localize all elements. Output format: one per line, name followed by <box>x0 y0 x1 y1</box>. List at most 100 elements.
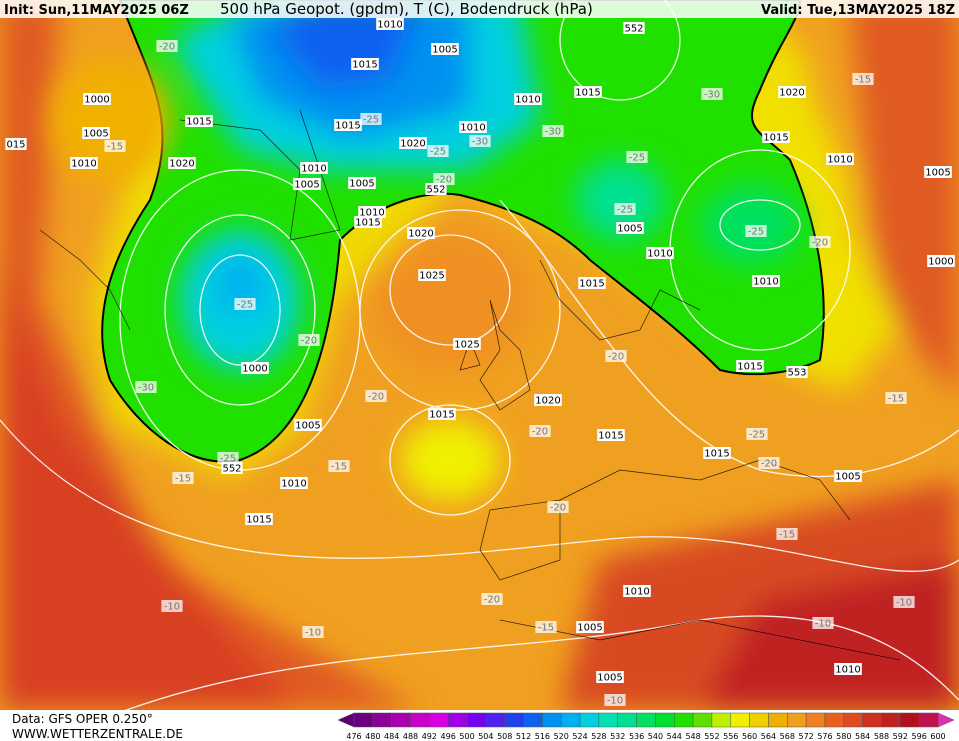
label-box <box>893 596 915 608</box>
label-box <box>623 585 651 597</box>
label-box <box>70 157 98 169</box>
label-box <box>762 131 790 143</box>
colorbar: 476 480 484 488 492 496 500 504 508 512 516 520 524 5… <box>337 712 955 741</box>
label-box <box>834 470 862 482</box>
temperature-label: -25 <box>220 454 236 465</box>
pressure-label: 1000 <box>84 95 109 106</box>
pressure-label: 1025 <box>419 271 444 282</box>
label-box <box>241 362 269 374</box>
colorbar-tick-label: 520 <box>554 732 569 741</box>
label-box <box>351 58 379 70</box>
label-box <box>547 501 569 513</box>
colorbar-segment <box>843 712 863 728</box>
label-box <box>574 86 602 98</box>
temperature-label: -30 <box>704 90 720 101</box>
pressure-label: 1015 <box>575 88 600 99</box>
colorbar-tick-label: 556 <box>723 732 738 741</box>
label-box <box>852 73 874 85</box>
label-box <box>605 350 627 362</box>
label-box <box>300 162 328 174</box>
pressure-label: 1015 <box>335 121 360 132</box>
colorbar-tick-label: 492 <box>422 732 437 741</box>
colorbar-segment <box>485 712 505 728</box>
colorbar-tick-label: 500 <box>459 732 474 741</box>
colorbar-tick-label: 584 <box>855 732 870 741</box>
label-box <box>328 460 350 472</box>
temperature-label: -25 <box>748 227 764 238</box>
pressure-label: 1005 <box>295 421 320 432</box>
pressure-label: 1005 <box>349 179 374 190</box>
temperature-label: -30 <box>545 127 561 138</box>
label-box <box>217 452 239 464</box>
colorbar-segment <box>466 712 487 728</box>
header-band <box>0 0 959 18</box>
pressure-label: 1010 <box>359 208 384 219</box>
label-box <box>82 127 110 139</box>
label-box <box>245 513 273 525</box>
colorbar-segment <box>900 712 920 728</box>
label-box <box>459 121 487 133</box>
label-box <box>83 93 111 105</box>
temperature-label: -20 <box>301 336 317 347</box>
colorbar-segment <box>598 712 618 728</box>
temperature-label: -15 <box>779 530 795 541</box>
label-box <box>746 428 768 440</box>
label-box <box>431 43 459 55</box>
colorbar-segment <box>918 712 939 728</box>
pressure-label: 552 <box>426 185 445 196</box>
pressure-label: 1010 <box>753 277 778 288</box>
label-box <box>514 93 542 105</box>
label-box <box>927 255 955 267</box>
colorbar-tick-label: 524 <box>572 732 587 741</box>
label-box <box>745 225 767 237</box>
colorbar-tick-label: 504 <box>478 732 493 741</box>
temperature-label: -25 <box>237 300 253 311</box>
colorbar-tick-label: 560 <box>742 732 757 741</box>
colorbar-tick-label: 552 <box>704 732 719 741</box>
label-box <box>399 137 427 149</box>
colorbar-tick-label: 484 <box>384 732 399 741</box>
colorbar-tick-label: 572 <box>798 732 813 741</box>
pressure-label: 1005 <box>577 623 602 634</box>
pressure-label: 1015 <box>704 449 729 460</box>
label-box <box>578 277 606 289</box>
colorbar-segment <box>617 712 637 728</box>
label-box <box>365 390 387 402</box>
colorbar-segment <box>674 712 694 728</box>
pressure-label: 1015 <box>579 279 604 290</box>
colorbar-segment <box>655 712 675 728</box>
pressure-label: 552 <box>222 464 241 475</box>
label-box <box>758 457 780 469</box>
pressure-label: 1010 <box>515 95 540 106</box>
pressure-label: 1015 <box>598 431 623 442</box>
label-box <box>826 153 854 165</box>
label-box <box>604 694 626 706</box>
label-box <box>294 419 322 431</box>
temperature-label: -10 <box>164 602 180 613</box>
pressure-label: 1010 <box>624 587 649 598</box>
temperature-label: -20 <box>159 42 175 53</box>
pressure-label: 552 <box>624 24 643 35</box>
colorbar-tick-label: 528 <box>591 732 606 741</box>
temperature-label: -20 <box>436 175 452 186</box>
label-box <box>623 22 645 34</box>
colorbar-segment <box>824 712 845 728</box>
colorbar-segment <box>730 712 750 728</box>
label-box <box>529 425 551 437</box>
colorbar-segment <box>881 712 901 728</box>
label-box <box>135 381 157 393</box>
colorbar-tick-label: 600 <box>930 732 945 741</box>
colorbar-segment <box>523 712 543 728</box>
pressure-label: 1015 <box>737 362 762 373</box>
label-box <box>221 462 243 474</box>
pressure-label: 1010 <box>377 20 402 31</box>
colorbar-segment <box>372 712 392 728</box>
label-box <box>453 338 481 350</box>
temperature-label: -25 <box>749 430 765 441</box>
colorbar-tick-label: 496 <box>441 732 456 741</box>
label-box <box>776 528 798 540</box>
temperature-label: -10 <box>815 619 831 630</box>
pressure-label: 1005 <box>83 129 108 140</box>
label-box <box>616 222 644 234</box>
